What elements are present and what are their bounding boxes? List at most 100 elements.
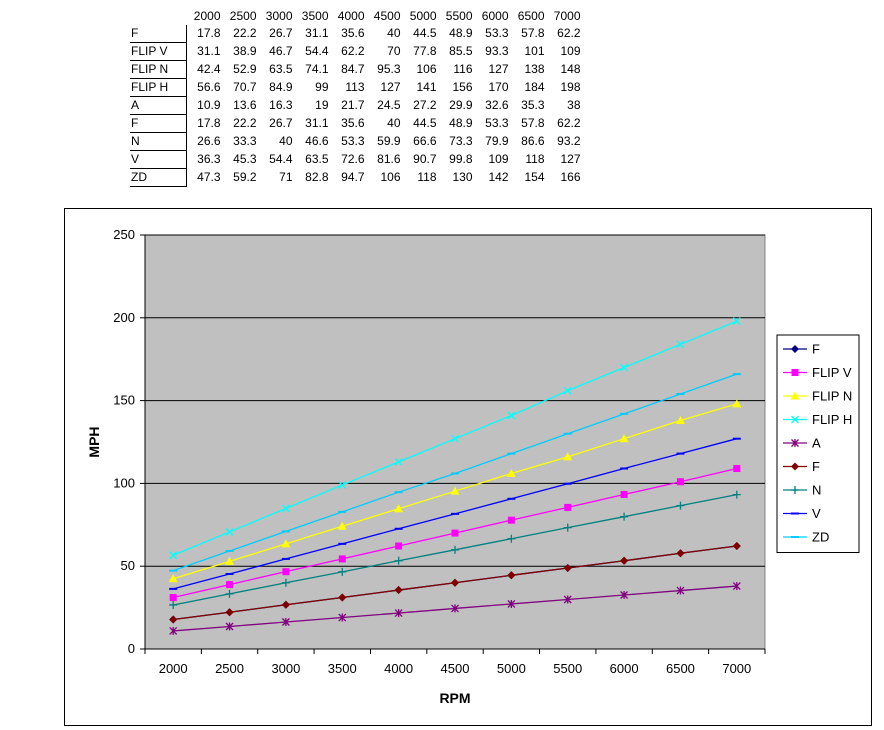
triangle-marker bbox=[563, 452, 573, 461]
table-cell: 59.9 bbox=[377, 134, 401, 148]
data-point bbox=[507, 571, 516, 580]
y-tick-label: 50 bbox=[121, 558, 135, 573]
x-marker bbox=[169, 551, 178, 560]
table-cell: 109 bbox=[560, 44, 581, 58]
table-row: F 17.8 22.2 26.7 31.1 35.6 40 44.5 48.9 53.3 57.8 6… bbox=[130, 114, 583, 133]
data-point bbox=[451, 545, 459, 554]
x-tick-label: 6000 bbox=[610, 661, 639, 676]
data-point bbox=[507, 411, 516, 420]
square-marker bbox=[791, 369, 799, 376]
table-cell: 31.1 bbox=[305, 26, 329, 41]
table-cell: 44.5 bbox=[413, 116, 437, 130]
chart-area: 0 50 100 150 200 250 2000 2500 3000 3500 4000 4500 5… bbox=[64, 208, 872, 726]
table-cell: 38 bbox=[567, 98, 581, 112]
table-cell: 77.8 bbox=[413, 44, 437, 58]
table-cell: 138 bbox=[524, 62, 545, 76]
x-tick-label: 6500 bbox=[666, 661, 695, 676]
data-point bbox=[395, 542, 403, 550]
table-cell: 99 bbox=[315, 80, 329, 94]
table-cell: 95.3 bbox=[377, 62, 401, 76]
table-cell: 154 bbox=[524, 170, 545, 184]
table-cell: 127 bbox=[488, 62, 509, 76]
data-point bbox=[676, 549, 685, 558]
table-header-row: 2000 2500 3000 3500 4000 4500 5000 5500 6000 6500… bbox=[130, 8, 583, 25]
legend-label: N bbox=[812, 483, 821, 498]
plus-marker bbox=[507, 534, 516, 543]
data-point bbox=[732, 317, 741, 326]
data-point bbox=[563, 595, 572, 604]
data-point bbox=[676, 586, 685, 595]
table-cell: 141 bbox=[416, 80, 437, 94]
table-row: N 26.6 33.3 40 46.6 53.3 59.9 66.6 73.3 79.9 86.6 9… bbox=[130, 132, 583, 151]
data-point bbox=[451, 434, 459, 443]
table-cell: 27.2 bbox=[413, 98, 437, 112]
table-body: F 17.8 22.2 26.7 31.1 35.6 40 44.5 48.9 53.3 57.8 6… bbox=[130, 25, 583, 187]
series-2 bbox=[168, 399, 742, 583]
x-tick-label: 3000 bbox=[271, 661, 300, 676]
table-cell: 106 bbox=[416, 62, 437, 76]
table-cell: 26.7 bbox=[269, 116, 293, 130]
table-cell: 33.3 bbox=[233, 134, 257, 148]
table-cell: 63.5 bbox=[269, 62, 293, 76]
table-cell: 47.3 bbox=[197, 170, 221, 184]
legend-label: F bbox=[812, 342, 820, 357]
row-label: ZD bbox=[130, 168, 187, 187]
table-cell: 73.3 bbox=[449, 134, 473, 148]
table-cell: 16.3 bbox=[269, 98, 293, 112]
data-point bbox=[620, 490, 628, 498]
table-cell: 142 bbox=[488, 170, 509, 184]
data-table: 2000 2500 3000 3500 4000 4500 5000 5500 6000 6500… bbox=[130, 8, 583, 187]
x-tick-label: 2000 bbox=[159, 661, 188, 676]
table-cell: 148 bbox=[560, 62, 581, 76]
column-header: 2500 bbox=[229, 9, 257, 23]
star-marker bbox=[394, 609, 403, 618]
plus-marker bbox=[563, 523, 572, 532]
table-cell: 84.9 bbox=[269, 80, 293, 94]
table-cell: 90.7 bbox=[413, 152, 437, 166]
data-point bbox=[563, 386, 572, 395]
table-cell: 62.2 bbox=[557, 116, 581, 130]
data-point bbox=[394, 504, 404, 513]
x-tick-label: 5000 bbox=[497, 661, 526, 676]
star-marker bbox=[676, 586, 685, 595]
table-row: FLIP H 56.6 70.7 84.9 99 113 127 141 156 170 184 19… bbox=[130, 78, 583, 97]
table-cell: 22.2 bbox=[233, 26, 257, 41]
row-label: FLIP N bbox=[130, 60, 187, 79]
line-chart: 0 50 100 150 200 250 2000 2500 3000 3500 4000 4500 5… bbox=[86, 227, 860, 706]
table-cell: 32.6 bbox=[485, 98, 509, 112]
y-axis-title: MPH bbox=[86, 426, 102, 457]
diamond-marker bbox=[338, 593, 347, 602]
x-marker bbox=[338, 481, 347, 490]
column-header: 5000 bbox=[409, 9, 437, 23]
plus-marker bbox=[169, 600, 178, 609]
data-point bbox=[169, 615, 178, 624]
plus-marker bbox=[225, 589, 234, 598]
table-cell: 70 bbox=[387, 44, 401, 58]
table-cell: 116 bbox=[453, 62, 473, 76]
data-point bbox=[394, 586, 403, 595]
data-point bbox=[169, 551, 178, 560]
row-label: FLIP V bbox=[130, 42, 187, 61]
data-point bbox=[620, 556, 629, 565]
table-cell: 36.3 bbox=[197, 152, 221, 166]
series-5 bbox=[169, 541, 741, 624]
table-cell: 45.3 bbox=[233, 152, 257, 166]
data-point bbox=[450, 486, 460, 495]
table-cell: 38.9 bbox=[233, 44, 257, 58]
table-cell: 17.8 bbox=[197, 26, 221, 41]
y-tick-label: 150 bbox=[113, 393, 135, 408]
data-point bbox=[676, 340, 685, 349]
plus-marker bbox=[394, 556, 403, 565]
star-marker bbox=[563, 595, 572, 604]
table-cell: 40 bbox=[387, 116, 401, 130]
table-cell: 57.8 bbox=[521, 26, 545, 41]
table-cell: 53.3 bbox=[341, 134, 365, 148]
diamond-marker bbox=[620, 556, 629, 565]
table-cell: 35.3 bbox=[521, 98, 545, 112]
table-cell: 17.8 bbox=[197, 116, 221, 130]
data-point bbox=[169, 593, 177, 601]
table-cell: 130 bbox=[452, 170, 473, 184]
triangle-marker bbox=[225, 556, 235, 565]
series-8 bbox=[169, 373, 741, 572]
